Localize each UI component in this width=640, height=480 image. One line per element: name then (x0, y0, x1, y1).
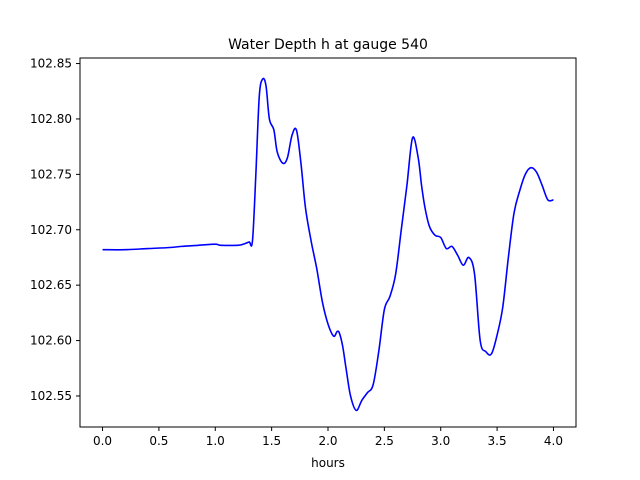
x-axis-label: hours (311, 456, 345, 470)
plot-layer (102, 77, 554, 412)
x-tick-label: 1.0 (206, 434, 225, 448)
series-line-0 (102, 77, 554, 412)
x-tick-label: 3.0 (431, 434, 450, 448)
y-tick-label: 102.80 (30, 112, 72, 126)
x-axis: 0.0 0.5 1.0 1.5 2.0 2.5 3.0 3.5 4.0 (93, 427, 563, 448)
y-tick-label: 102.70 (30, 223, 72, 237)
y-tick-label: 102.85 (30, 57, 72, 71)
x-tick-label: 4.0 (544, 434, 563, 448)
y-tick-label: 102.55 (30, 389, 72, 403)
y-tick-label: 102.60 (30, 334, 72, 348)
x-tick-label: 2.5 (375, 434, 394, 448)
x-tick-label: 0.5 (149, 434, 168, 448)
y-tick-label: 102.75 (30, 167, 72, 181)
y-tick-label: 102.65 (30, 278, 72, 292)
x-tick-label: 3.5 (488, 434, 507, 448)
x-tick-label: 2.0 (318, 434, 337, 448)
y-axis: 102.55 102.60 102.65 102.70 102.75 102.80 102.… (30, 57, 80, 403)
x-tick-label: 1.5 (262, 434, 281, 448)
x-tick-label: 0.0 (93, 434, 112, 448)
chart-title: Water Depth h at gauge 540 (228, 37, 428, 53)
